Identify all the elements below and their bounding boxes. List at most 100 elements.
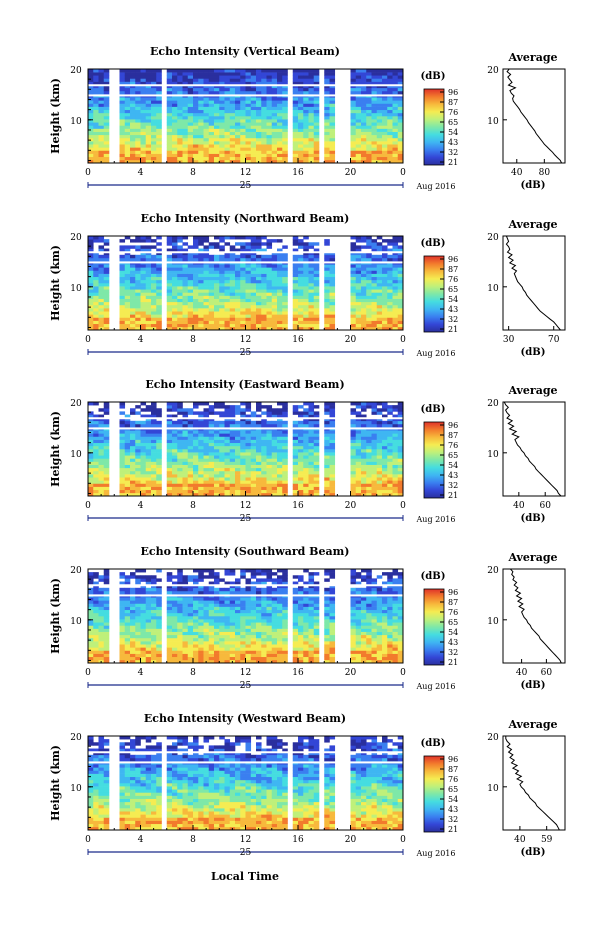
heatmap-cell	[193, 273, 199, 278]
heatmap-cell	[140, 430, 147, 434]
heatmap-cell	[214, 420, 220, 425]
heatmap-cell	[103, 458, 110, 462]
heatmap-cell	[182, 320, 189, 325]
heatmap-cell	[355, 97, 362, 101]
heatmap-cell	[135, 442, 141, 447]
heatmap-cell	[366, 90, 372, 95]
heatmap-cell	[392, 295, 399, 299]
heatmap-cell	[177, 81, 183, 85]
heatmap-cell	[219, 467, 225, 472]
heatmap-cell	[350, 131, 357, 136]
heatmap-cell	[361, 301, 367, 306]
heatmap-cell	[229, 301, 236, 306]
heatmap-cell	[182, 159, 189, 164]
heatmap-cell	[366, 97, 372, 101]
heatmap-cell	[298, 131, 304, 136]
heatmap-cell	[198, 119, 204, 123]
heatmap-cell	[250, 470, 257, 475]
heatmap-cell	[397, 156, 404, 161]
heatmap-cell	[298, 420, 304, 425]
heatmap-cell	[140, 317, 147, 321]
heatmap-cell	[214, 292, 220, 296]
heatmap-cell	[361, 470, 367, 475]
heatmap-cell	[350, 267, 357, 271]
heatmap-cell	[98, 644, 105, 648]
heatmap-cell	[376, 439, 383, 444]
heatmap-cell	[208, 254, 215, 259]
heatmap-cell	[235, 69, 241, 73]
heatmap-cell	[140, 81, 147, 85]
heatmap-cell	[387, 112, 393, 117]
avg-y-tick-label: 10	[487, 284, 499, 294]
heatmap-cell	[366, 474, 372, 478]
heatmap-cell	[292, 279, 299, 284]
heatmap-cell	[214, 320, 220, 325]
heatmap-cell	[256, 480, 262, 484]
heatmap-cell	[88, 486, 94, 491]
heatmap-cell	[103, 572, 110, 576]
heatmap-cell	[303, 150, 309, 154]
heatmap-cell	[376, 248, 383, 252]
heatmap-cell	[214, 470, 220, 475]
heatmap-cell	[235, 317, 241, 321]
heatmap-cell	[219, 273, 225, 278]
heatmap-cell	[130, 122, 136, 126]
heatmap-cell	[88, 301, 94, 306]
colorbar-tick-label: 87	[448, 431, 458, 440]
heatmap-cell	[172, 109, 178, 114]
heatmap-cell	[382, 141, 388, 145]
heatmap-cell	[313, 326, 320, 331]
heatmap-cell	[329, 273, 336, 278]
heatmap-cell	[224, 295, 231, 299]
heatmap-cell	[219, 486, 225, 491]
heatmap-cell	[292, 106, 299, 111]
heatmap-cell	[135, 304, 141, 309]
heatmap-cell	[166, 455, 173, 459]
heatmap-cell	[98, 109, 105, 114]
heatmap-cell	[371, 283, 378, 287]
heatmap-cell	[392, 489, 399, 494]
date-label: Aug 2016	[416, 182, 456, 191]
heatmap-cell	[208, 449, 215, 453]
heatmap-cell	[382, 292, 388, 296]
heatmap-cell	[119, 314, 126, 318]
heatmap-cell	[156, 134, 162, 139]
heatmap-cell	[93, 653, 99, 658]
heatmap-cell	[187, 323, 194, 328]
heatmap-cell	[292, 301, 299, 306]
heatmap-cell	[124, 78, 131, 82]
heatmap-cell	[397, 308, 404, 312]
heatmap-cell	[282, 289, 288, 293]
heatmap-cell	[250, 87, 257, 92]
heatmap-cell	[392, 423, 399, 428]
heatmap-cell	[193, 141, 199, 145]
heatmap-cell	[392, 69, 399, 73]
heatmap-cell	[219, 131, 225, 136]
heatmap-cell	[271, 276, 278, 281]
heatmap-cell	[156, 270, 162, 274]
heatmap-cell	[350, 103, 357, 107]
heatmap-cell	[93, 112, 99, 117]
heatmap-cell	[387, 242, 393, 246]
heatmap-cell	[382, 153, 388, 158]
heatmap-cell	[203, 239, 210, 243]
heatmap-cell	[366, 326, 372, 331]
heatmap-cell	[382, 486, 388, 491]
heatmap-cell	[350, 292, 357, 296]
heatmap-cell	[271, 90, 278, 95]
heatmap-cell	[235, 411, 241, 415]
heatmap-cell	[172, 75, 178, 79]
heatmap-cell	[313, 470, 320, 475]
heatmap-cell	[229, 264, 236, 268]
heatmap-cell	[145, 254, 152, 259]
heatmap-cell	[282, 317, 288, 321]
heatmap-cell	[151, 477, 157, 481]
heatmap-cell	[229, 147, 236, 151]
heatmap-cell	[303, 147, 309, 151]
heatmap-cell	[224, 439, 231, 444]
heatmap-cell	[250, 326, 257, 331]
heatmap-cell	[329, 458, 336, 462]
heatmap-cell	[93, 644, 99, 648]
heatmap-cell	[361, 128, 367, 132]
heatmap-cell	[214, 430, 220, 434]
